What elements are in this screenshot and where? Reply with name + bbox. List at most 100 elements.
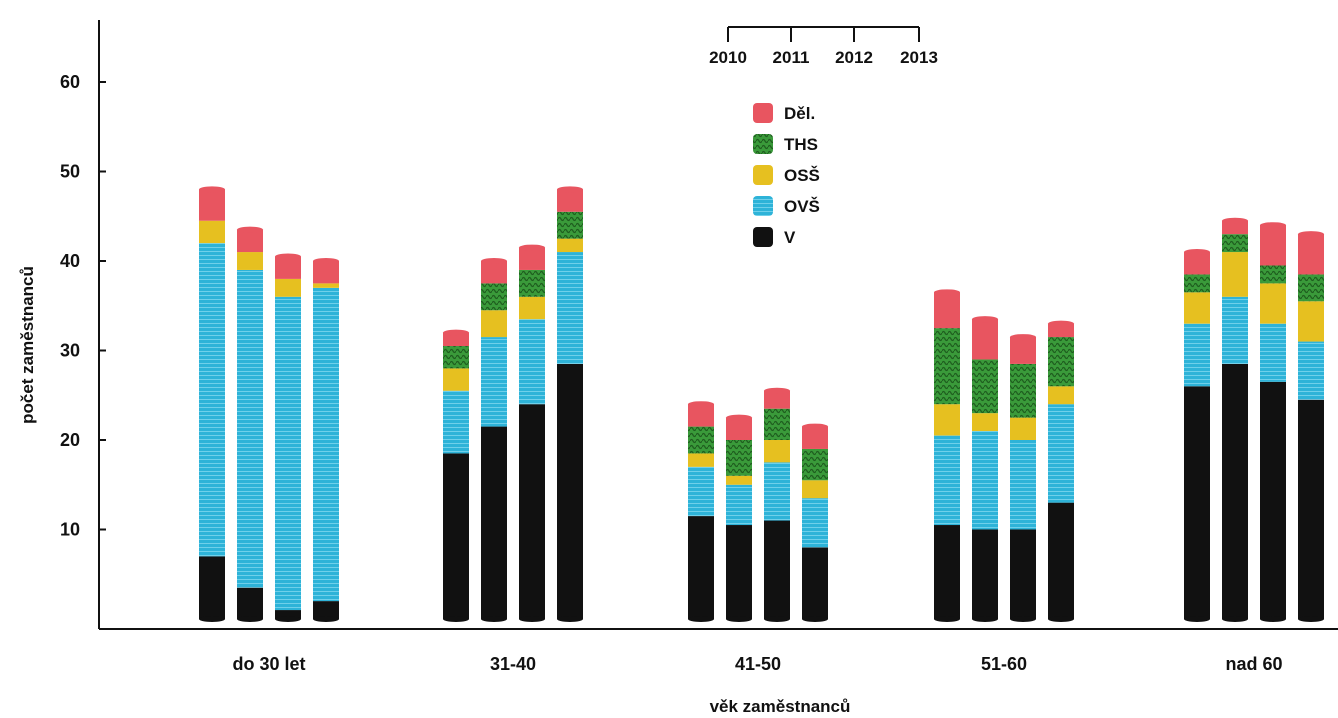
bar-stack — [237, 226, 263, 622]
bar-segment — [1222, 363, 1248, 619]
bar-base — [313, 616, 339, 622]
bar-segment — [557, 252, 583, 364]
bar-stack — [802, 423, 828, 622]
bar-stack — [972, 316, 998, 622]
bar-stack — [764, 387, 790, 622]
bar-base — [1298, 616, 1324, 622]
bar-base — [443, 616, 469, 622]
bar-base — [934, 616, 960, 622]
y-tick-label: 20 — [60, 430, 80, 450]
bar-segment — [313, 287, 339, 602]
bar-base — [275, 616, 301, 622]
bar-segment — [802, 480, 828, 499]
bar-stack — [726, 414, 752, 622]
bar-segment — [1298, 274, 1324, 302]
bar-segment — [519, 319, 545, 405]
bar-segment — [557, 189, 583, 212]
bar-segment — [481, 337, 507, 427]
year-key: 2010 2011 2012 2013 — [709, 26, 938, 67]
bar-segment — [972, 319, 998, 360]
bar-stack — [1010, 334, 1036, 622]
bar-segment — [1184, 252, 1210, 275]
bar-segment — [557, 363, 583, 619]
bar-segment — [237, 229, 263, 253]
bar-segment — [481, 283, 507, 311]
bar-segment — [1048, 404, 1074, 503]
bar-segment — [1260, 323, 1286, 382]
bar-segment — [726, 475, 752, 485]
bar-segment — [519, 269, 545, 297]
bar-stack — [688, 401, 714, 622]
bar-segment — [802, 498, 828, 548]
bar-segment — [1010, 529, 1036, 619]
bar-stack — [275, 253, 301, 622]
bar-segment — [726, 440, 752, 476]
bar-cap — [199, 186, 225, 193]
bar-base — [199, 616, 225, 622]
y-tick-label: 30 — [60, 341, 80, 361]
category-label: nad 60 — [1225, 654, 1282, 674]
bar-stack — [443, 329, 469, 622]
y-tick-label: 40 — [60, 251, 80, 271]
bar-stack — [934, 289, 960, 622]
bar-cap — [972, 316, 998, 323]
bar-segment — [972, 359, 998, 414]
bar-stack — [1048, 320, 1074, 622]
bar-cap — [1222, 217, 1248, 224]
bar-segment — [313, 283, 339, 288]
y-tick-label: 10 — [60, 520, 80, 540]
bar-segment — [802, 426, 828, 449]
legend-swatch — [753, 134, 773, 154]
bar-segment — [313, 261, 339, 284]
bar-segment — [519, 247, 545, 270]
bar-cap — [802, 423, 828, 430]
bar-stack — [1184, 249, 1210, 622]
bar-cap — [934, 289, 960, 296]
bar-segment — [688, 426, 714, 454]
bar-segment — [237, 269, 263, 588]
bar-segment — [1184, 323, 1210, 387]
bar-cap — [1298, 231, 1324, 238]
bar-segment — [443, 346, 469, 369]
bar-segment — [1298, 341, 1324, 400]
bar-cap — [1048, 320, 1074, 327]
bar-segment — [764, 462, 790, 521]
bar-segment — [1222, 296, 1248, 364]
bar-segment — [481, 261, 507, 284]
bar-segment — [275, 278, 301, 297]
bar-segment — [1184, 274, 1210, 293]
bar-segment — [443, 368, 469, 391]
y-axis-title: počet zaměstnanců — [18, 266, 37, 424]
bar-segment — [1260, 283, 1286, 324]
bar-cap — [1184, 249, 1210, 256]
bar-cap — [688, 401, 714, 408]
bar-segment — [1010, 363, 1036, 418]
bar-cap — [764, 387, 790, 394]
legend: Děl. THS OSŠ OVŠ V — [753, 103, 820, 247]
bar-segment — [1048, 386, 1074, 405]
year-label: 2010 — [709, 48, 747, 67]
bar-segment — [443, 453, 469, 619]
legend-label: V — [784, 228, 796, 247]
bar-segment — [934, 435, 960, 526]
bar-segment — [237, 252, 263, 270]
legend-label: Děl. — [784, 104, 815, 123]
bar-segment — [443, 390, 469, 454]
bar-cap — [519, 244, 545, 251]
bar-segment — [1222, 220, 1248, 235]
bar-segment — [764, 390, 790, 409]
bar-stack — [557, 186, 583, 622]
bar-segment — [313, 601, 339, 619]
bar-segment — [1222, 234, 1248, 253]
bar-segment — [1260, 381, 1286, 619]
bar-base — [481, 616, 507, 622]
bar-cap — [481, 258, 507, 264]
bar-segment — [275, 256, 301, 279]
bar-segment — [934, 328, 960, 405]
legend-label: OSŠ — [784, 166, 820, 185]
bar-base — [1048, 616, 1074, 622]
bar-segment — [1260, 225, 1286, 266]
bar-base — [1260, 616, 1286, 622]
bar-segment — [199, 243, 225, 557]
bar-base — [519, 616, 545, 622]
